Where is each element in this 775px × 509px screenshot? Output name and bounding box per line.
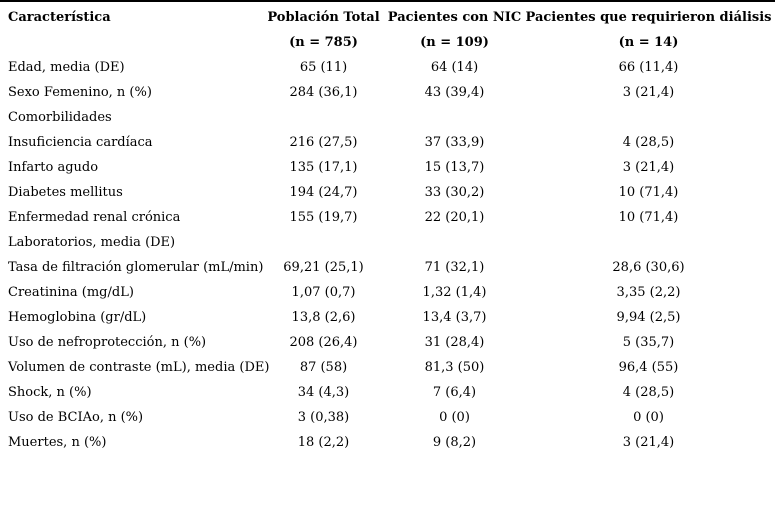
row-label: Infarto agudo [8, 160, 99, 175]
patient-characteristics-table: Característica Población Total (n = 785)… [0, 5, 775, 455]
table-row: Infarto agudo 135 (17,1) 15 (13,7) 3 (21,4) [0, 155, 775, 180]
row-label: Enfermedad renal crónica [8, 210, 181, 225]
table-row: Edad, media (DE) 65 (11) 64 (14) 66 (11,4) [0, 55, 775, 80]
row-label: Muertes, n (%) [8, 435, 107, 450]
cell-value: 5 (35,7) [622, 335, 675, 350]
column-header-title: Pacientes con NIC [387, 10, 522, 25]
section-row: Laboratorios, media (DE) [0, 230, 775, 255]
cell-value: 10 (71,4) [618, 185, 679, 200]
cell-value: 65 (11) [299, 60, 348, 75]
row-label: Hemoglobina (gr/dL) [8, 310, 147, 325]
section-row: Comorbilidades [0, 105, 775, 130]
row-label: Volumen de contraste (mL), media (DE) [8, 360, 270, 375]
cell-value [260, 230, 387, 255]
cell-value [387, 230, 522, 255]
column-header-sub [8, 30, 260, 55]
table-row: Tasa de filtración glomerular (mL/min) 69… [0, 255, 775, 280]
row-label: Creatinina (mg/dL) [8, 285, 134, 300]
column-header-pacientes-con-nic: Pacientes con NIC (n = 109) [387, 5, 522, 55]
column-header-sub: (n = 785) [289, 35, 358, 50]
cell-value: 71 (32,1) [424, 260, 485, 275]
cell-value: 3 (21,4) [622, 85, 675, 100]
column-header-caracteristica: Característica [0, 5, 260, 55]
cell-value: 208 (26,4) [289, 335, 358, 350]
cell-value: 0 (0) [633, 410, 664, 425]
table-row: Muertes, n (%) 18 (2,2) 9 (8,2) 3 (21,4) [0, 430, 775, 455]
cell-value: 7 (6,4) [432, 385, 477, 400]
row-label: Tasa de filtración glomerular (mL/min) [8, 260, 264, 275]
table-row: Shock, n (%) 34 (4,3) 7 (6,4) 4 (28,5) [0, 380, 775, 405]
table-row: Creatinina (mg/dL) 1,07 (0,7) 1,32 (1,4) 3,… [0, 280, 775, 305]
cell-value: 3 (0,38) [297, 410, 350, 425]
row-label: Uso de BCIAo, n (%) [8, 410, 144, 425]
cell-value: 284 (36,1) [289, 85, 358, 100]
cell-value: 216 (27,5) [289, 135, 358, 150]
column-header-pacientes-dialisis: Pacientes que requirieron diálisis (n = … [522, 5, 775, 55]
row-label: Edad, media (DE) [8, 60, 125, 75]
column-header-sub: (n = 14) [618, 35, 679, 50]
cell-value [522, 105, 775, 130]
row-label: Shock, n (%) [8, 385, 92, 400]
cell-value [387, 105, 522, 130]
column-header-poblacion-total: Población Total (n = 785) [260, 5, 387, 55]
cell-value: 34 (4,3) [297, 385, 350, 400]
row-label: Sexo Femenino, n (%) [8, 85, 152, 100]
cell-value: 10 (71,4) [618, 210, 679, 225]
cell-value: 22 (20,1) [424, 210, 485, 225]
cell-value: 1,32 (1,4) [422, 285, 487, 300]
cell-value: 155 (19,7) [289, 210, 358, 225]
cell-value: 87 (58) [299, 360, 348, 375]
section-label: Comorbilidades [8, 110, 112, 125]
cell-value: 37 (33,9) [424, 135, 485, 150]
cell-value: 3 (21,4) [622, 435, 675, 450]
table-body: Edad, media (DE) 65 (11) 64 (14) 66 (11,4) S… [0, 55, 775, 455]
cell-value: 135 (17,1) [289, 160, 358, 175]
table-row: Uso de BCIAo, n (%) 3 (0,38) 0 (0) 0 (0) [0, 405, 775, 430]
cell-value: 81,3 (50) [424, 360, 485, 375]
cell-value: 96,4 (55) [618, 360, 679, 375]
cell-value: 64 (14) [430, 60, 479, 75]
column-header-title: Pacientes que requirieron diálisis [525, 10, 772, 25]
row-label: Insuficiencia cardíaca [8, 135, 153, 150]
column-header-title: Característica [8, 10, 111, 25]
cell-value: 43 (39,4) [424, 85, 485, 100]
cell-value [260, 105, 387, 130]
cell-value: 66 (11,4) [618, 60, 679, 75]
cell-value: 4 (28,5) [622, 385, 675, 400]
cell-value: 69,21 (25,1) [283, 260, 364, 275]
cell-value: 28,6 (30,6) [612, 260, 685, 275]
cell-value: 18 (2,2) [297, 435, 350, 450]
cell-value: 33 (30,2) [424, 185, 485, 200]
cell-value: 13,4 (3,7) [422, 310, 487, 325]
cell-value: 4 (28,5) [622, 135, 675, 150]
cell-value: 3 (21,4) [622, 160, 675, 175]
row-label: Uso de nefroprotección, n (%) [8, 335, 207, 350]
table-row: Insuficiencia cardíaca 216 (27,5) 37 (33,9… [0, 130, 775, 155]
table-row: Hemoglobina (gr/dL) 13,8 (2,6) 13,4 (3,7) 9… [0, 305, 775, 330]
cell-value: 1,07 (0,7) [291, 285, 356, 300]
cell-value [522, 230, 775, 255]
cell-value: 194 (24,7) [289, 185, 358, 200]
cell-value: 15 (13,7) [424, 160, 485, 175]
section-label: Laboratorios, media (DE) [8, 235, 176, 250]
row-label: Diabetes mellitus [8, 185, 123, 200]
table-header: Característica Población Total (n = 785)… [0, 5, 775, 55]
cell-value: 0 (0) [439, 410, 470, 425]
header-row: Característica Población Total (n = 785)… [0, 5, 775, 55]
column-header-sub: (n = 109) [420, 35, 489, 50]
table-row: Volumen de contraste (mL), media (DE) 87 … [0, 355, 775, 380]
cell-value: 31 (28,4) [424, 335, 485, 350]
table-row: Diabetes mellitus 194 (24,7) 33 (30,2) 10 (… [0, 180, 775, 205]
table-row: Enfermedad renal crónica 155 (19,7) 22 (20… [0, 205, 775, 230]
column-header-title: Población Total [267, 10, 380, 25]
cell-value: 13,8 (2,6) [291, 310, 356, 325]
cell-value: 9 (8,2) [432, 435, 477, 450]
cell-value: 9,94 (2,5) [616, 310, 681, 325]
cell-value: 3,35 (2,2) [616, 285, 681, 300]
table-row: Sexo Femenino, n (%) 284 (36,1) 43 (39,4) 3… [0, 80, 775, 105]
table-row: Uso de nefroprotección, n (%) 208 (26,4) 3… [0, 330, 775, 355]
